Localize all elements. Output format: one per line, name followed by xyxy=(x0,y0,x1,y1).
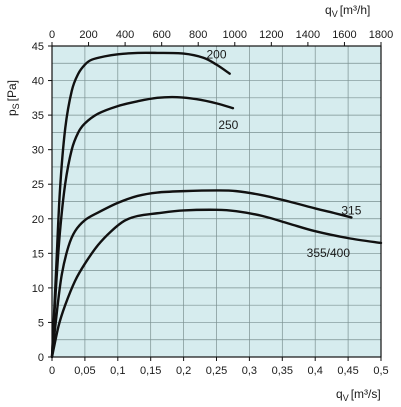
bottom-tick-label: 0,4 xyxy=(308,365,323,377)
y-tick-label: 45 xyxy=(32,41,44,53)
y-tick-label: 30 xyxy=(32,145,44,157)
y-tick-label: 40 xyxy=(32,76,44,88)
top-tick-label: 400 xyxy=(116,29,134,41)
curve-355-400 xyxy=(50,208,383,359)
top-tick-label: 1400 xyxy=(296,29,320,41)
bottom-tick-label: 0,35 xyxy=(272,365,293,377)
curve-label-355-400: 355/400 xyxy=(307,246,351,260)
bottom-tick-label: 0,45 xyxy=(337,365,358,377)
curve-315 xyxy=(50,189,353,359)
y-tick-label: 0 xyxy=(38,352,44,364)
top-tick-label: 600 xyxy=(152,29,170,41)
top-tick-label: 800 xyxy=(189,29,207,41)
y-tick-label: 5 xyxy=(38,317,44,329)
bottom-tick-label: 0,2 xyxy=(176,365,191,377)
curve-250 xyxy=(50,95,235,359)
top-tick-label: 200 xyxy=(79,29,97,41)
top-tick-label: 1000 xyxy=(223,29,247,41)
bottom-tick-label: 0,05 xyxy=(74,365,95,377)
curve-label-200: 200 xyxy=(206,47,226,61)
y-axis-title: pS[Pa] xyxy=(5,80,21,116)
y-tick-label: 35 xyxy=(32,110,44,122)
y-tick-label: 25 xyxy=(32,179,44,191)
top-tick-label: 1200 xyxy=(259,29,283,41)
bottom-tick-label: 0,1 xyxy=(110,365,125,377)
bottom-tick-label: 0 xyxy=(49,365,55,377)
bottom-axis-title: qV [m³/s] xyxy=(336,387,381,403)
y-tick-label: 10 xyxy=(32,283,44,295)
top-axis-title: qV [m³/h] xyxy=(325,3,370,19)
top-tick-label: 1600 xyxy=(332,29,356,41)
bottom-tick-label: 0,25 xyxy=(206,365,227,377)
bottom-tick-label: 0,15 xyxy=(140,365,161,377)
curve-label-315: 315 xyxy=(341,204,361,218)
bottom-tick-label: 0,3 xyxy=(242,365,257,377)
top-tick-label: 1800 xyxy=(369,29,393,41)
tick-labels: 0 0,05 0,1 0,15 0,2 0,25 0,3 0,35 0,4 0,45 0,50 200… xyxy=(32,29,393,377)
y-tick-label: 20 xyxy=(32,214,44,226)
curve-200 xyxy=(50,51,231,359)
bottom-tick-label: 0,5 xyxy=(373,365,388,377)
top-tick-label: 0 xyxy=(49,29,55,41)
curves xyxy=(50,51,383,359)
y-tick-label: 15 xyxy=(32,248,44,260)
curve-label-250: 250 xyxy=(218,118,238,132)
